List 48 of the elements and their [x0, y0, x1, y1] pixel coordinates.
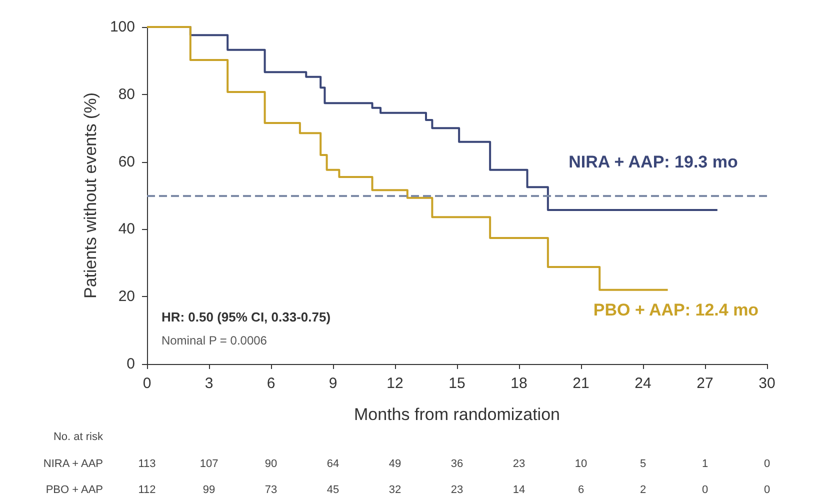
x-tick-label: 18 [510, 375, 528, 392]
text: 0 [764, 458, 770, 470]
text: 10 [574, 458, 588, 470]
text: 73 [264, 484, 278, 496]
text: 14 [512, 484, 526, 496]
x-tick-label: 30 [758, 375, 776, 392]
y-tick-label: 0 [126, 356, 135, 372]
text: 0 [764, 484, 770, 496]
text: 112 [138, 484, 156, 496]
x-tick-label: 21 [572, 375, 590, 392]
x-tick-label: 6 [266, 375, 276, 392]
text: 32 [388, 484, 402, 496]
y-tick-label: 80 [118, 86, 135, 103]
x-tick-label: 9 [328, 375, 338, 392]
text: 49 [388, 458, 402, 470]
y-axis-title: Patients without events (%) [81, 92, 100, 298]
y-tick-label: 60 [118, 153, 135, 170]
text: 2 [640, 484, 646, 496]
x-tick-label: 24 [634, 375, 652, 392]
text: 23 [512, 458, 526, 470]
series-label: PBO + AAP: 12.4 mo [593, 300, 759, 320]
x-tick-label: 3 [204, 375, 214, 392]
text: 0 [702, 484, 708, 496]
text: 36 [450, 458, 464, 470]
text: PBO + AAP [46, 484, 103, 496]
text: 107 [200, 458, 218, 470]
text: 99 [202, 484, 216, 496]
x-tick-label: 15 [448, 375, 466, 392]
text: 45 [326, 484, 340, 496]
text: 23 [450, 484, 464, 496]
text: 90 [264, 458, 278, 470]
text: 1 [702, 458, 708, 470]
annotation: Nominal P = 0.0006 [161, 333, 268, 348]
x-tick-label: 0 [142, 375, 152, 392]
text: No. at risk [53, 431, 104, 443]
text: NIRA + AAP [43, 458, 103, 470]
x-tick-label: 27 [696, 375, 714, 392]
text: 5 [640, 458, 646, 470]
text: 6 [578, 484, 584, 496]
text: 64 [326, 458, 340, 470]
x-tick-label: 12 [386, 375, 404, 392]
y-tick-label: 40 [118, 220, 135, 238]
text: 113 [138, 458, 156, 470]
annotation: HR: 0.50 (95% CI, 0.33-0.75) [161, 309, 331, 324]
series-label: NIRA + AAP: 19.3 mo [568, 152, 738, 172]
y-tick-label: 20 [118, 288, 135, 306]
y-tick-label: 100 [110, 18, 135, 36]
x-axis-title: Months from randomization [354, 405, 560, 424]
